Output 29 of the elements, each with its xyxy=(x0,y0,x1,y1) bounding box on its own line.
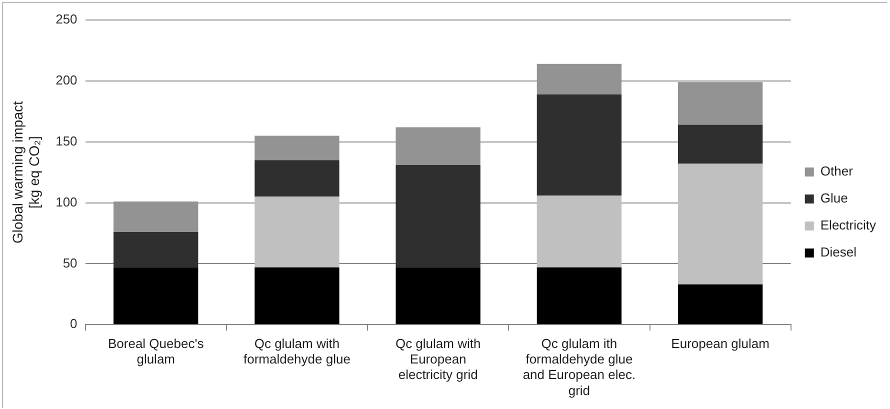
bar xyxy=(254,160,340,197)
y-tick-label: 200 xyxy=(56,72,78,88)
bar xyxy=(678,284,763,324)
legend-label: Electricity xyxy=(820,218,876,233)
bar xyxy=(254,196,340,268)
bar xyxy=(536,267,622,324)
x-tick-label: Boreal Quebec's glulam xyxy=(108,336,204,367)
bar xyxy=(254,267,340,324)
legend-label: Diesel xyxy=(820,244,857,260)
x-tick-label: Qc glulam ith formaldehyde glue and European elec. grid xyxy=(522,336,636,398)
y-tick-label: 250 xyxy=(56,12,78,27)
bar xyxy=(678,164,763,284)
bar xyxy=(536,94,622,196)
bar xyxy=(396,164,480,268)
bar xyxy=(114,267,198,324)
bar xyxy=(396,267,480,324)
x-tick-label: European glulam xyxy=(671,336,770,351)
y-tick-label: 0 xyxy=(70,316,78,332)
bar xyxy=(678,124,763,164)
x-tick-label: Qc glulam with formaldehyde glue xyxy=(243,336,350,367)
y-tick-label: 50 xyxy=(62,255,78,270)
legend-label: Other xyxy=(820,164,854,179)
legend-label: Glue xyxy=(820,190,848,206)
y-tick-label: 150 xyxy=(56,133,78,148)
bar xyxy=(536,195,622,268)
bar xyxy=(114,232,198,268)
y-axis-title: Global warming impact [kg eq CO₂] xyxy=(9,101,42,244)
x-tick-label: Qc glulam with European electricity grid xyxy=(395,336,481,382)
y-tick-label: 100 xyxy=(56,194,78,210)
